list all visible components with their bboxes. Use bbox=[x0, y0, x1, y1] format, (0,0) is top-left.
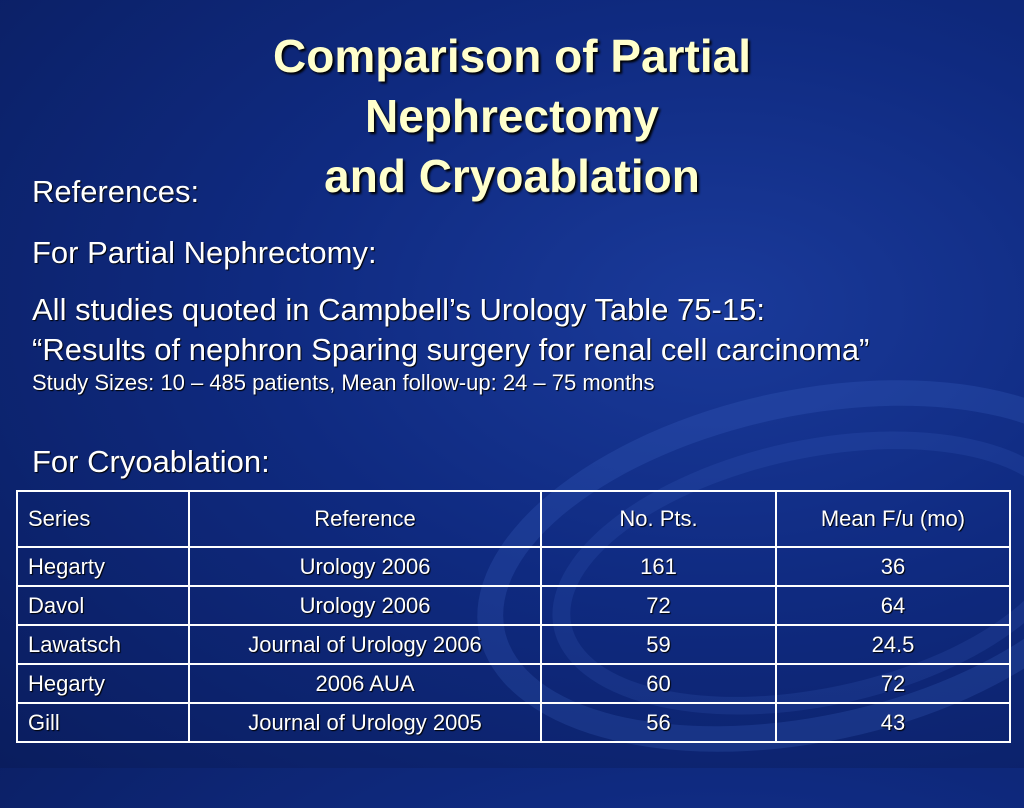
cell-no-pts: 60 bbox=[540, 663, 777, 704]
cell-mean-fu: 36 bbox=[775, 546, 1011, 587]
cell-series: Davol bbox=[16, 585, 190, 626]
header-no-pts: No. Pts. bbox=[540, 490, 777, 548]
cell-no-pts: 72 bbox=[540, 585, 777, 626]
title-line-2: Nephrectomy bbox=[365, 90, 659, 142]
title-line-3: and Cryoablation bbox=[324, 150, 700, 202]
cell-mean-fu: 24.5 bbox=[775, 624, 1011, 665]
cell-series: Hegarty bbox=[16, 663, 190, 704]
cell-series: Gill bbox=[16, 702, 190, 743]
cell-reference: Journal of Urology 2006 bbox=[188, 624, 542, 665]
cell-reference: Journal of Urology 2005 bbox=[188, 702, 542, 743]
table-row: Lawatsch Journal of Urology 2006 59 24.5 bbox=[16, 624, 1011, 665]
header-series: Series bbox=[16, 490, 190, 548]
cell-reference: Urology 2006 bbox=[188, 585, 542, 626]
cell-series: Hegarty bbox=[16, 546, 190, 587]
header-reference: Reference bbox=[188, 490, 542, 548]
table-row: Hegarty Urology 2006 161 36 bbox=[16, 546, 1011, 587]
cell-no-pts: 161 bbox=[540, 546, 777, 587]
cell-mean-fu: 43 bbox=[775, 702, 1011, 743]
references-label: References: bbox=[32, 174, 200, 209]
title-line-1: Comparison of Partial bbox=[273, 30, 751, 82]
header-mean-fu: Mean F/u (mo) bbox=[775, 490, 1011, 548]
table-row: Gill Journal of Urology 2005 56 43 bbox=[16, 702, 1011, 743]
table-header-row: Series Reference No. Pts. Mean F/u (mo) bbox=[16, 490, 1011, 548]
cell-mean-fu: 72 bbox=[775, 663, 1011, 704]
cell-mean-fu: 64 bbox=[775, 585, 1011, 626]
studies-line-1: All studies quoted in Campbell’s Urology… bbox=[32, 292, 765, 327]
cryoablation-label: For Cryoablation: bbox=[32, 444, 270, 479]
cell-series: Lawatsch bbox=[16, 624, 190, 665]
table-row: Davol Urology 2006 72 64 bbox=[16, 585, 1011, 626]
cryoablation-table: Series Reference No. Pts. Mean F/u (mo) … bbox=[16, 490, 1011, 743]
cell-reference: Urology 2006 bbox=[188, 546, 542, 587]
cell-no-pts: 56 bbox=[540, 702, 777, 743]
study-sizes: Study Sizes: 10 – 485 patients, Mean fol… bbox=[32, 370, 655, 395]
table-row: Hegarty 2006 AUA 60 72 bbox=[16, 663, 1011, 704]
studies-description: All studies quoted in Campbell’s Urology… bbox=[32, 290, 869, 370]
cell-no-pts: 59 bbox=[540, 624, 777, 665]
partial-nephrectomy-label: For Partial Nephrectomy: bbox=[32, 235, 377, 270]
studies-line-2: “Results of nephron Sparing surgery for … bbox=[32, 332, 870, 367]
cell-reference: 2006 AUA bbox=[188, 663, 542, 704]
slide-title: Comparison of Partial Nephrectomy and Cr… bbox=[0, 26, 1024, 206]
